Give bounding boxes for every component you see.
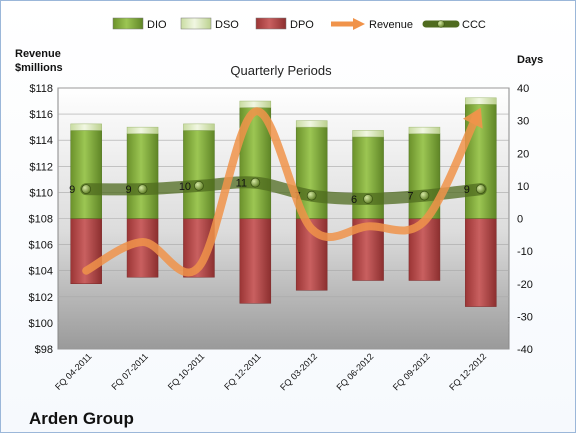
legend-swatch-dso xyxy=(180,17,212,30)
legend-swatch-dio xyxy=(112,17,144,30)
left-tick-label: $108 xyxy=(29,214,53,226)
legend-label-ccc: CCC xyxy=(462,19,486,31)
ccc-point xyxy=(363,194,373,204)
right-tick-label: 20 xyxy=(517,148,529,160)
dso-bar xyxy=(126,126,159,134)
left-tick-label: $102 xyxy=(29,292,53,304)
ccc-value-label: 11 xyxy=(236,178,247,190)
dso-bar xyxy=(408,126,441,134)
category-label: FQ 07-2011 xyxy=(109,351,150,392)
left-tick-label: $98 xyxy=(35,344,53,356)
dpo-bar xyxy=(465,218,497,307)
right-tick-label: 0 xyxy=(517,214,523,226)
legend-marker-ccc xyxy=(437,20,445,28)
dso-bar xyxy=(239,100,272,108)
ccc-value-label: 6 xyxy=(351,194,357,206)
ccc-point xyxy=(137,184,148,195)
dpo-bar xyxy=(239,218,272,304)
dso-bar xyxy=(352,130,384,138)
category-label: FQ 09-2012 xyxy=(391,351,432,392)
dio-bar xyxy=(70,130,102,219)
dso-bar xyxy=(295,120,328,128)
dso-bar xyxy=(465,97,497,105)
category-label: FQ 06-2012 xyxy=(334,351,375,392)
legend: DIO DSO DPO Revenue CCC xyxy=(112,17,486,31)
right-tick-label: -40 xyxy=(517,344,533,356)
dpo-bar xyxy=(295,218,328,291)
dio-bar xyxy=(126,133,159,219)
category-label: FQ 12-2011 xyxy=(222,351,263,392)
legend-label-dso: DSO xyxy=(215,19,239,31)
right-tick-label: -30 xyxy=(517,311,533,323)
dso-bar xyxy=(183,123,215,131)
category-label: FQ 03-2012 xyxy=(278,351,319,392)
legend-label-dio: DIO xyxy=(147,19,167,31)
company-name: Arden Group xyxy=(29,409,134,428)
ccc-point xyxy=(81,184,92,195)
legend-swatch-dpo xyxy=(255,17,287,30)
right-tick-label: 40 xyxy=(517,83,529,95)
left-tick-label: $114 xyxy=(29,135,53,147)
revenue-arrowhead xyxy=(462,107,483,129)
ccc-value-label: 7 xyxy=(407,191,413,203)
ccc-point xyxy=(306,190,317,201)
dio-bar xyxy=(183,130,215,219)
legend-label-revenue: Revenue xyxy=(369,19,413,31)
right-tick-label: -20 xyxy=(517,279,533,291)
ccc-value-label: 10 xyxy=(179,181,191,193)
left-tick-label: $110 xyxy=(29,187,53,199)
left-axis-label-line2: $millions xyxy=(15,62,63,74)
left-tick-label: $106 xyxy=(29,240,53,252)
revenue-line xyxy=(82,107,481,277)
ccc-point xyxy=(419,190,430,201)
legend-arrow-revenue xyxy=(353,18,365,30)
right-tick-label: 30 xyxy=(517,116,529,128)
left-tick-label: $116 xyxy=(29,109,53,121)
category-label: FQ 04-2011 xyxy=(53,351,94,392)
ccc-point xyxy=(194,180,204,191)
ccc-point xyxy=(475,184,486,195)
ccc-value-label: 9 xyxy=(464,184,470,196)
ccc-point xyxy=(250,177,261,188)
ccc-value-label: 9 xyxy=(69,184,75,196)
category-label: FQ 12-2012 xyxy=(447,351,488,392)
right-axis-label: Days xyxy=(517,54,543,66)
dso-bar xyxy=(70,123,102,131)
left-axis-label-line1: Revenue xyxy=(15,48,61,60)
left-tick-label: $100 xyxy=(29,318,53,330)
right-tick-label: -10 xyxy=(517,246,533,258)
dio-bar xyxy=(352,136,384,219)
left-tick-label: $112 xyxy=(29,161,53,173)
line-series: 9 9 10 117 6 79 xyxy=(69,107,487,277)
chart-title: Quarterly Periods xyxy=(230,63,332,78)
ccc-value-label: 9 xyxy=(126,184,132,196)
right-tick-label: 10 xyxy=(517,181,529,193)
left-tick-label: $104 xyxy=(29,266,53,278)
category-label: FQ 10-2011 xyxy=(166,351,207,392)
legend-label-dpo: DPO xyxy=(290,19,314,31)
left-tick-label: $118 xyxy=(29,83,53,95)
